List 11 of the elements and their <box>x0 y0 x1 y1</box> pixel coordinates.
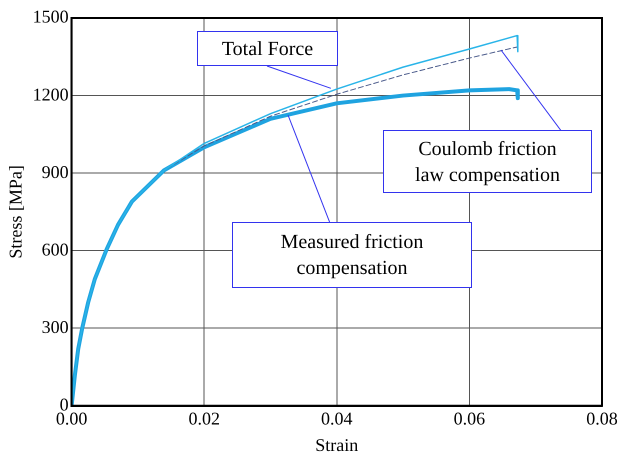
y-tick-label: 900 <box>42 162 69 182</box>
x-tick-label: 0.02 <box>188 408 220 428</box>
y-tick-label: 300 <box>42 316 69 337</box>
y-tick-label: 1500 <box>32 6 69 27</box>
y-axis-title: Stress [MPa] <box>6 165 26 259</box>
x-tick-label: 0.06 <box>454 408 486 428</box>
x-tick-label: 0.04 <box>321 408 353 428</box>
y-tick-label: 600 <box>42 239 69 260</box>
x-tick-label: 0.08 <box>586 408 618 428</box>
x-axis-title: Strain <box>315 434 358 455</box>
y-tick-label: 1200 <box>32 84 69 104</box>
